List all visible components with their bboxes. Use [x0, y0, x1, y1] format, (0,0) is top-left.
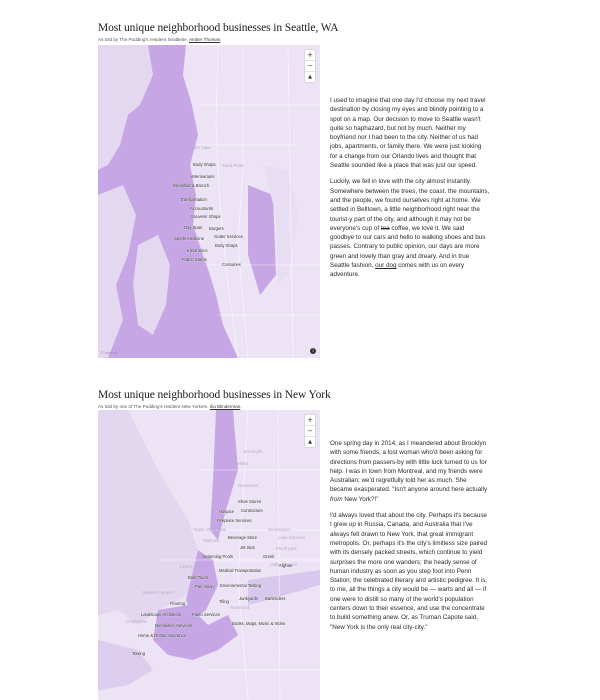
business-label[interactable]: Flooring	[170, 601, 186, 606]
newyork-byline-prefix: As told by one of The Pudding's resident…	[98, 404, 209, 409]
business-label[interactable]: Body Shops	[215, 243, 238, 248]
place-label: Homefield	[228, 461, 248, 466]
business-label[interactable]: Pan Asian	[195, 584, 214, 589]
newyork-paragraph-2: I'd always loved that about the city. Pe…	[330, 512, 488, 631]
seattle-title: Most unique neighborhood businesses in S…	[98, 22, 339, 34]
place-label: Valley Stream	[270, 562, 298, 567]
strikethrough-tea: tea	[380, 224, 390, 232]
business-label[interactable]: Piano Services	[192, 612, 220, 617]
place-label: Bitter Lake	[190, 145, 211, 150]
place-label: Midtown	[203, 538, 220, 543]
zoom-out-button[interactable]: −	[305, 61, 315, 72]
mapbox-attribution[interactable]: © mapbox	[101, 351, 118, 355]
newyork-map[interactable]: + − ▲ Greenville Homefield Downtown Kens…	[98, 410, 320, 700]
business-label[interactable]: Beverage Store	[228, 535, 258, 540]
place-label: Sand Point	[222, 163, 244, 168]
newyork-paragraph-1: One spring day in 2014, as I meandered a…	[330, 440, 488, 503]
business-label[interactable]: Body Shops	[193, 162, 216, 167]
business-label[interactable]: Boat Tours	[188, 575, 208, 580]
zoom-in-button[interactable]: +	[305, 415, 315, 426]
business-label[interactable]: Junkyards	[239, 596, 259, 601]
business-label[interactable]: Landscape Architects	[141, 612, 181, 617]
seattle-story: I used to imagine that one day I'd choos…	[330, 96, 490, 287]
place-label: Kensington	[268, 527, 290, 532]
place-label: Upper West Side	[193, 527, 227, 532]
business-label[interactable]: Veterinarians	[190, 174, 215, 179]
reset-north-button[interactable]: ▲	[308, 439, 312, 445]
place-label: Meiers Corners	[143, 590, 174, 595]
italic-from: from	[330, 495, 343, 503]
business-label[interactable]: Electronics	[187, 248, 208, 253]
business-label[interactable]: Jet Skis	[240, 545, 255, 550]
business-label[interactable]: Day Spas	[184, 225, 203, 230]
our-dog-link[interactable]: our dog	[375, 262, 397, 270]
business-label[interactable]: Breakfast & Brunch	[173, 183, 210, 188]
newyork-byline-suffix: .	[240, 404, 242, 409]
business-label[interactable]: Towing	[132, 651, 146, 656]
business-label[interactable]: Books, Mags, Music & Video	[232, 621, 286, 626]
business-label[interactable]: Demolition Services	[155, 623, 193, 628]
place-label: Downtown	[238, 483, 259, 488]
business-label[interactable]: Bartenders	[265, 596, 286, 601]
newyork-author-link[interactable]: Ilia Blinderman	[209, 404, 241, 409]
business-label[interactable]: Medical Transportation	[219, 568, 262, 573]
seattle-zoom-controls: + − ▲	[304, 49, 316, 83]
seattle-byline: As told by The Pudding's resident Seattl…	[98, 37, 528, 42]
newyork-title: Most unique neighborhood businesses in N…	[98, 389, 331, 401]
info-icon[interactable]: i	[310, 348, 316, 354]
seattle-paragraph-1: I used to imagine that one day I'd choos…	[330, 97, 486, 170]
business-label[interactable]: Shoe Stores	[238, 499, 262, 504]
business-label[interactable]: Tiling	[219, 599, 229, 604]
place-label: Charleston	[126, 619, 148, 624]
business-label[interactable]: Swimming Pools	[202, 554, 233, 559]
seattle-byline-prefix: As told by The Pudding's resident Seattl…	[98, 37, 188, 42]
seattle-map[interactable]: + − ▲ Bitter Lake Sand Point Body Shops …	[98, 45, 320, 358]
business-label[interactable]: Accountants	[190, 206, 214, 211]
business-label[interactable]: Gutter Services	[214, 234, 243, 239]
business-label[interactable]: Costumes	[222, 262, 241, 267]
newyork-byline: As told by one of The Pudding's resident…	[98, 404, 528, 409]
seattle-author-link[interactable]: Amber Thomas	[188, 37, 221, 42]
business-label[interactable]: Transportation	[180, 197, 207, 202]
seattle-byline-suffix: .	[220, 37, 222, 42]
business-label[interactable]: Souvenir Shops	[191, 214, 221, 219]
zoom-out-button[interactable]: −	[305, 426, 315, 437]
seattle-map-water	[98, 45, 320, 358]
business-label[interactable]: Fireplace Services	[217, 518, 252, 523]
reset-north-button[interactable]: ▲	[308, 74, 312, 80]
business-label[interactable]: Hospice	[219, 509, 235, 514]
newyork-story: One spring day in 2014, as I meandered a…	[330, 439, 490, 639]
seattle-paragraph-2: Luckily, we fell in love with the city a…	[330, 178, 490, 279]
place-label: Floral park	[276, 546, 297, 551]
place-label: Lake Success	[278, 535, 306, 540]
newyork-section: Most unique neighborhood businesses in N…	[98, 389, 528, 700]
business-label[interactable]: Contractors	[241, 508, 263, 513]
business-label[interactable]: Fabric Stores	[182, 257, 207, 262]
business-label[interactable]: Burgers	[209, 226, 224, 231]
business-label[interactable]: Environmental Testing	[220, 583, 262, 588]
zoom-in-button[interactable]: +	[305, 50, 315, 61]
newyork-map-water	[98, 410, 320, 700]
seattle-section: Most unique neighborhood businesses in S…	[98, 22, 528, 358]
business-label[interactable]: Sports Medicine	[174, 236, 205, 241]
business-label[interactable]: Home & Rental Insurance	[138, 633, 186, 638]
newyork-zoom-controls: + − ▲	[304, 414, 316, 448]
place-label: Liberty Island	[180, 564, 207, 569]
business-label[interactable]: Afghan	[279, 563, 293, 568]
place-label: Greenville	[243, 449, 263, 454]
place-label: Rosebank	[230, 605, 250, 610]
business-label[interactable]: Greek	[263, 554, 275, 559]
